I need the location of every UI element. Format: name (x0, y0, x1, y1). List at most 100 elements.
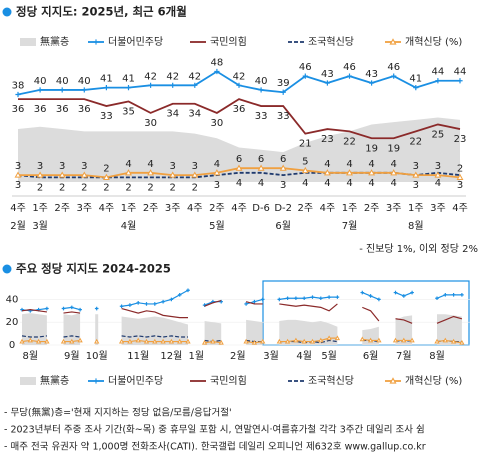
data-label: 2 (457, 163, 463, 174)
area (395, 315, 413, 345)
x-tick-label: 3주 (430, 203, 446, 214)
point-marker (60, 338, 67, 344)
point-marker (27, 337, 33, 343)
x-tick-label: D-6 (252, 203, 270, 214)
x-tick-label: 2주 (298, 203, 314, 214)
point-marker (251, 339, 258, 345)
point-marker (81, 87, 87, 93)
data-label: 2 (170, 182, 176, 193)
data-label: 41 (409, 74, 422, 85)
x-tick-label: 1주 (121, 203, 137, 214)
data-label: 3 (15, 180, 21, 191)
y-tick-label: 20 (6, 317, 19, 328)
point-marker (334, 335, 341, 341)
point-marker (323, 169, 331, 176)
point-marker (135, 337, 141, 343)
point-marker (148, 82, 154, 88)
legend-label: 조국혁신당 (308, 36, 354, 48)
point-marker (37, 87, 43, 93)
point-marker (410, 290, 414, 295)
x-tick-label: 1주 (342, 203, 358, 214)
line (21, 309, 47, 313)
point-marker (327, 295, 331, 299)
legend-swatch (20, 38, 36, 46)
point-marker (301, 338, 307, 344)
point-marker (450, 338, 457, 344)
legend-label: 더불어민주당 (108, 375, 163, 387)
point-marker (318, 337, 324, 343)
data-label: 3 (435, 161, 441, 172)
data-label: 42 (188, 71, 201, 82)
x-tick-label: 4주 (231, 203, 247, 214)
point-marker (285, 296, 290, 301)
data-label: 2 (103, 182, 109, 193)
data-label: 33 (277, 111, 290, 122)
point-marker (125, 169, 132, 176)
point-marker (160, 338, 166, 344)
data-label: 4 (435, 178, 441, 189)
data-label: 3 (59, 161, 65, 172)
point-marker (346, 73, 353, 79)
note: - 2023년부터 주중 조사 기간(화~목) 중 휴무일 포함 시, 연말연시… (4, 424, 425, 436)
area (437, 314, 462, 345)
data-label: 3 (280, 180, 286, 191)
point-marker (368, 294, 373, 298)
x-tick-label: 3월 (263, 350, 279, 362)
x-tick-label: 6월 (363, 350, 379, 362)
line (204, 299, 222, 307)
line (279, 303, 338, 312)
point-marker (161, 299, 165, 304)
data-label: 3 (457, 180, 463, 191)
chart-title: 주요 정당 지지도 2024-2025 (16, 262, 171, 276)
data-label: 43 (365, 69, 378, 80)
x-tick-label: 3주 (77, 203, 93, 214)
data-label: 4 (214, 159, 220, 170)
point-marker (442, 337, 448, 343)
x-tick-label: 12월 (160, 350, 182, 362)
data-label: 44 (432, 67, 445, 78)
point-marker (102, 173, 110, 180)
data-label: 4 (324, 178, 330, 189)
line (121, 307, 188, 319)
x-tick-label: 2월 (230, 350, 246, 362)
point-marker (94, 306, 99, 311)
data-label: 42 (233, 71, 246, 82)
point-marker (70, 305, 74, 310)
x-tick-label: 2주 (209, 203, 225, 214)
point-marker (279, 164, 287, 171)
point-marker (391, 73, 397, 79)
data-label: 3 (413, 180, 419, 191)
legend-marker (389, 38, 397, 45)
data-label: 4 (391, 178, 397, 189)
data-label: 2 (81, 182, 87, 193)
data-label: 4 (236, 178, 242, 189)
data-label: 3 (413, 161, 419, 172)
point-marker (319, 296, 323, 301)
point-marker (326, 335, 332, 341)
legend-label: 조국혁신당 (308, 375, 354, 387)
data-label: 4 (324, 159, 330, 170)
point-marker (302, 296, 306, 301)
data-label: 22 (409, 136, 422, 147)
data-label: 41 (100, 74, 113, 85)
point-marker (435, 296, 439, 301)
point-marker (45, 306, 49, 311)
point-marker (78, 307, 82, 312)
x-tick-label: 1주 (408, 203, 424, 214)
x-tick-label: 2주 (364, 203, 380, 214)
point-marker (185, 338, 191, 344)
x-tick-label: D-2 (274, 203, 292, 214)
legend-label: 더불어민주당 (108, 36, 163, 48)
point-marker (219, 299, 223, 304)
data-label: 39 (277, 78, 290, 89)
x-tick-label: 4주 (452, 203, 468, 214)
point-marker (77, 337, 83, 343)
x-tick-label: 11월 (127, 350, 149, 362)
point-marker (392, 337, 399, 343)
point-marker (58, 171, 66, 178)
point-marker (393, 290, 398, 295)
x-tick-label: 4주 (10, 203, 26, 214)
data-label: 34 (188, 109, 201, 120)
x-tick-label: 4주 (320, 203, 336, 214)
data-label: 21 (299, 139, 312, 150)
